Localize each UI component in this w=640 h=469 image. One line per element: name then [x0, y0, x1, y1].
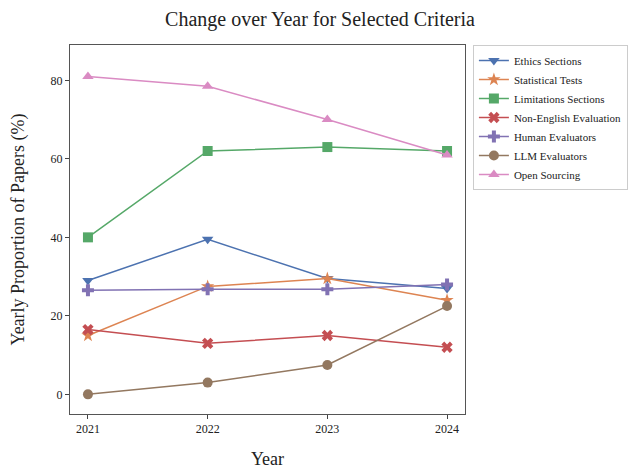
svg-text:Statistical Tests: Statistical Tests — [514, 74, 582, 86]
svg-text:40: 40 — [51, 231, 63, 245]
svg-text:2021: 2021 — [76, 422, 100, 436]
svg-text:Year: Year — [251, 449, 284, 469]
svg-text:2024: 2024 — [435, 422, 459, 436]
svg-text:0: 0 — [57, 388, 63, 402]
svg-text:Limitations Sections: Limitations Sections — [514, 93, 605, 105]
svg-text:60: 60 — [51, 152, 63, 166]
svg-text:Human Evaluators: Human Evaluators — [514, 131, 596, 143]
svg-text:Open Sourcing: Open Sourcing — [514, 169, 581, 181]
svg-text:Yearly Proportion of Papers (%: Yearly Proportion of Papers (%) — [8, 113, 29, 345]
svg-text:20: 20 — [51, 309, 63, 323]
svg-text:Ethics Sections: Ethics Sections — [514, 55, 582, 67]
svg-text:Non-English Evaluation: Non-English Evaluation — [514, 112, 621, 124]
svg-text:2022: 2022 — [196, 422, 220, 436]
svg-text:LLM Evaluators: LLM Evaluators — [514, 150, 587, 162]
svg-text:80: 80 — [51, 74, 63, 88]
svg-text:Change over Year for Selected: Change over Year for Selected Criteria — [165, 8, 475, 31]
svg-text:2023: 2023 — [315, 422, 339, 436]
